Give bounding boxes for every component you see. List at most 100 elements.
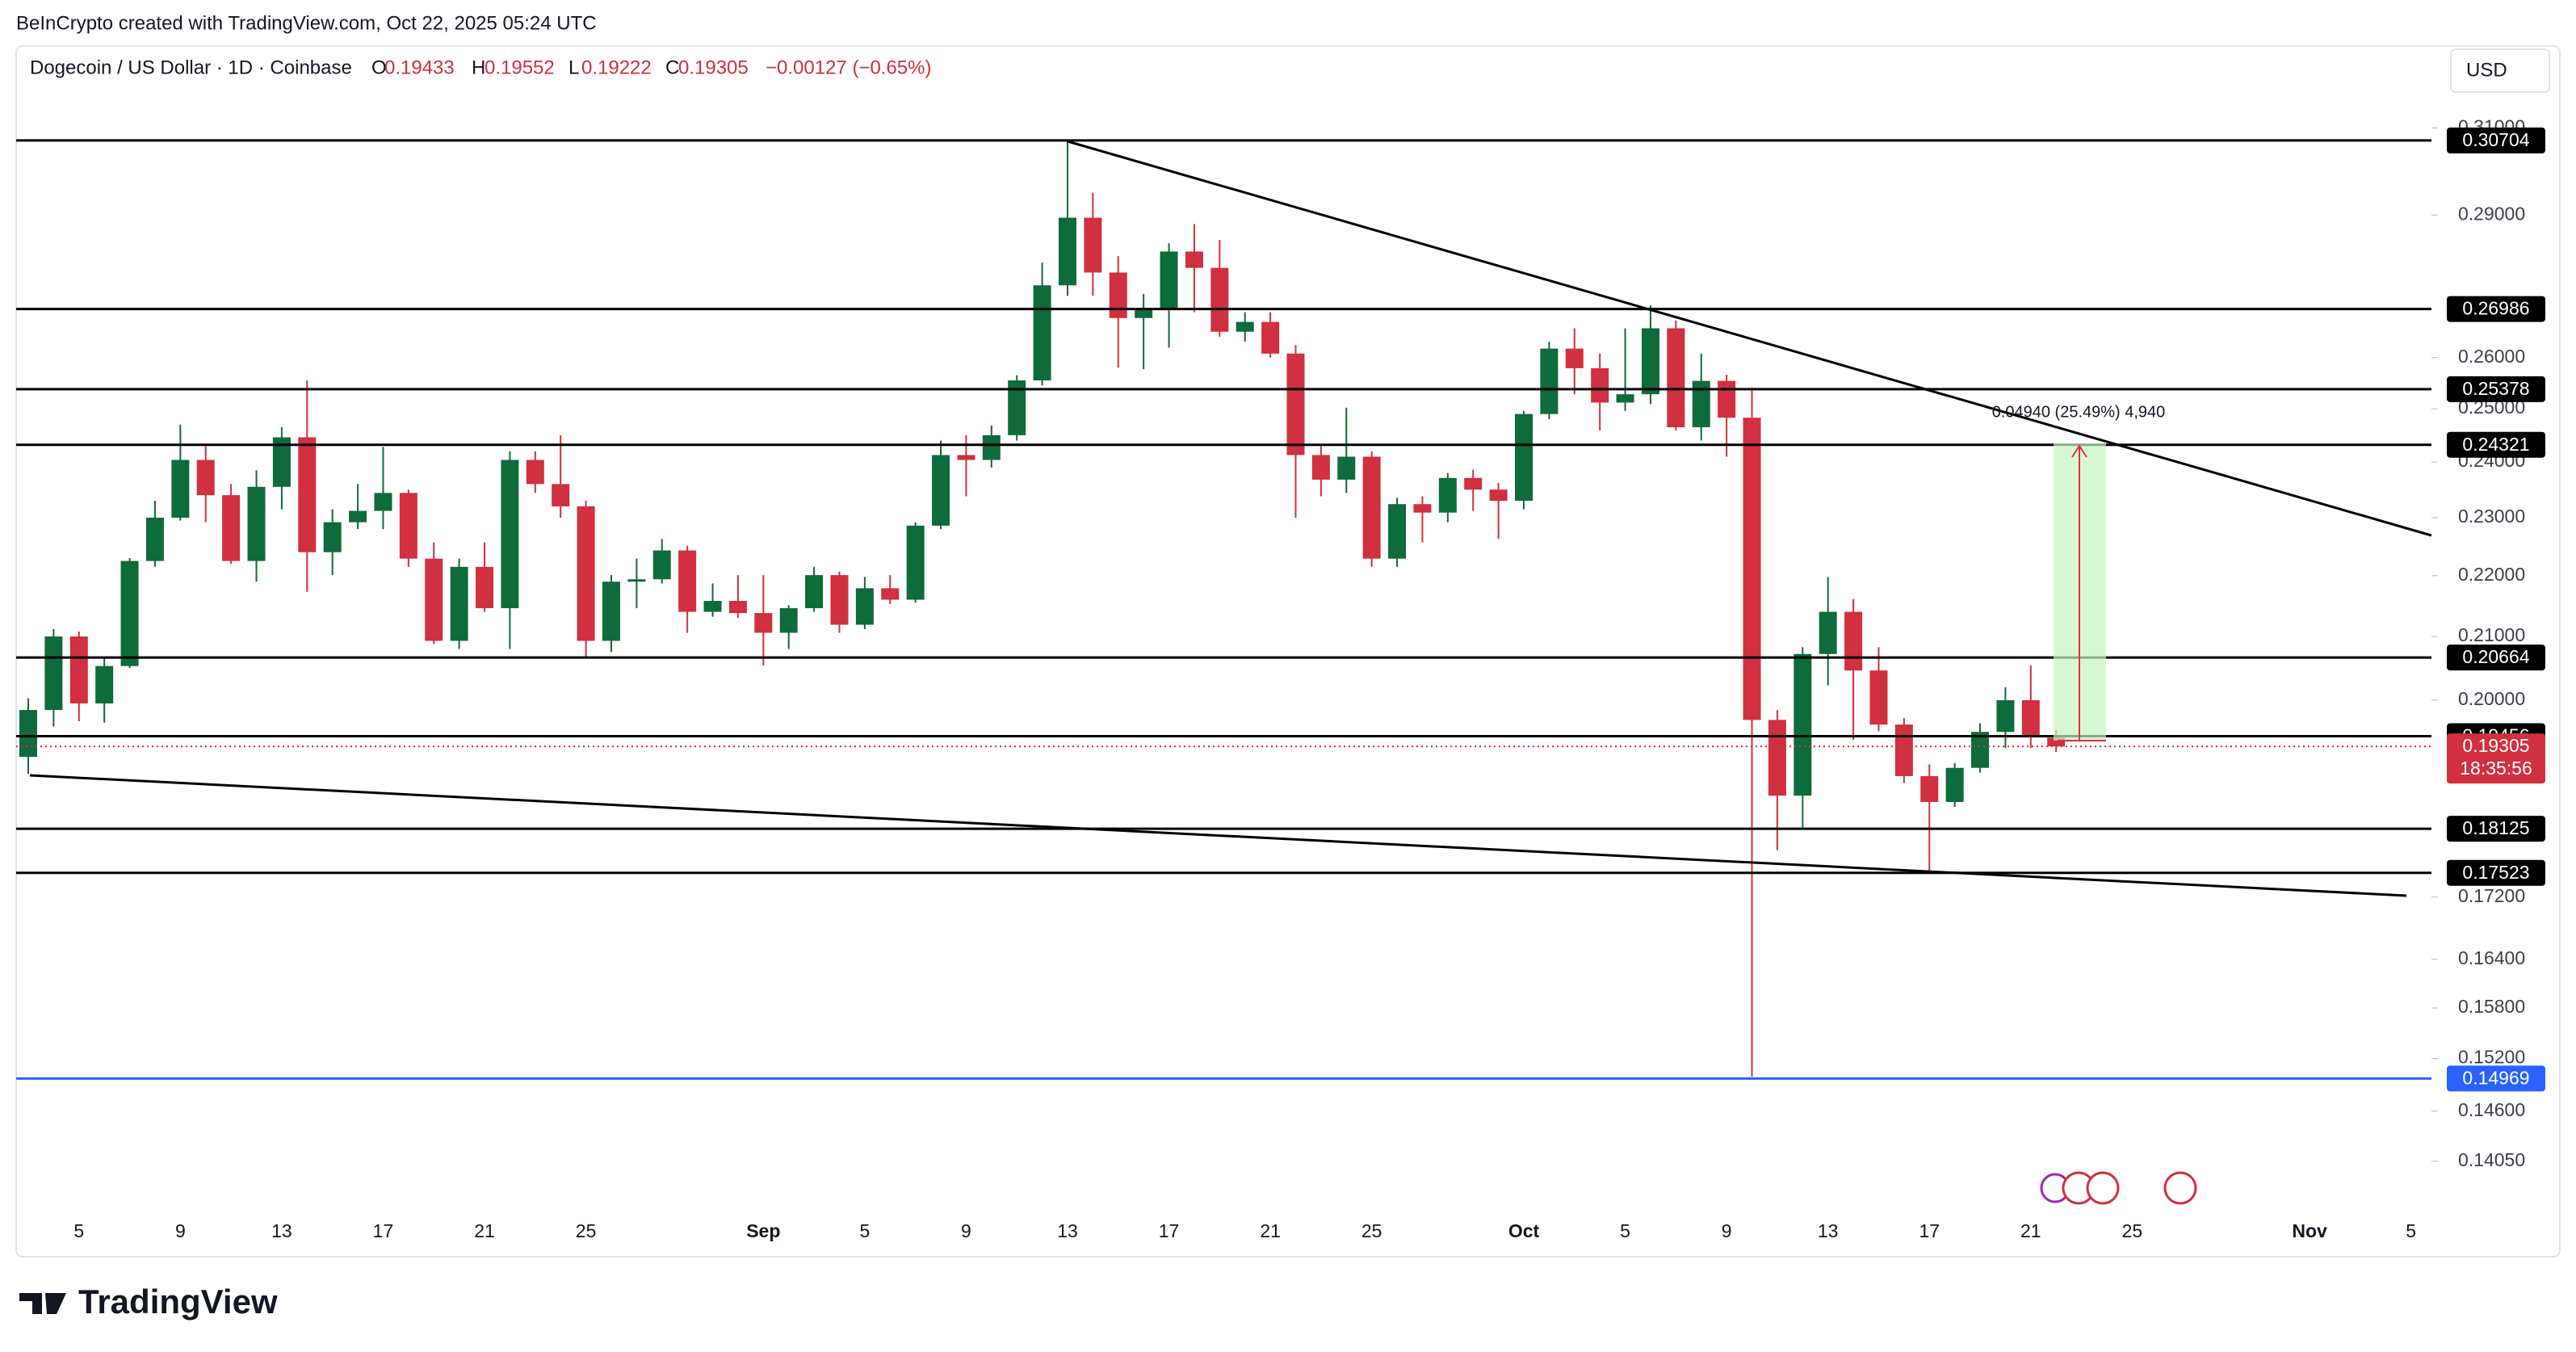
measure-label: 0.04940 (25.49%) 4,940 bbox=[1992, 403, 2166, 421]
candle-body bbox=[1718, 380, 1736, 418]
candle-body bbox=[2021, 699, 2040, 736]
candle-body bbox=[19, 710, 37, 758]
ohlc-label: C bbox=[665, 57, 679, 78]
candle-body bbox=[1236, 321, 1254, 332]
candle-body bbox=[95, 666, 114, 703]
logo-mark bbox=[19, 1293, 66, 1314]
candle-body bbox=[69, 636, 88, 703]
candle-body bbox=[1692, 380, 1710, 427]
candle-body bbox=[1160, 251, 1178, 309]
x-tick-label: Nov bbox=[2292, 1220, 2327, 1241]
candle-body bbox=[1844, 611, 1863, 671]
y-tick-label: 0.15200 bbox=[2458, 1047, 2525, 1068]
x-tick-label: 17 bbox=[1159, 1220, 1180, 1241]
trendline bbox=[29, 774, 2407, 897]
x-tick-label: 25 bbox=[576, 1220, 597, 1241]
candle-body bbox=[1591, 367, 1609, 403]
candle-body bbox=[1768, 720, 1786, 796]
candle-body bbox=[1920, 775, 1939, 802]
event-icon bbox=[2163, 1171, 2197, 1205]
level-label: 0.24321 bbox=[2462, 434, 2529, 455]
event-icons bbox=[2040, 1171, 2197, 1205]
y-tick-label: 0.21000 bbox=[2458, 624, 2525, 645]
x-tick-label: 25 bbox=[2122, 1220, 2143, 1241]
candle-body bbox=[957, 455, 975, 460]
candle-body bbox=[1084, 217, 1102, 273]
candle-body bbox=[399, 493, 417, 559]
candle-body bbox=[1185, 251, 1203, 268]
chart-frame bbox=[15, 45, 2561, 1258]
currency-label[interactable]: USD bbox=[2466, 59, 2507, 81]
countdown: 18:35:56 bbox=[2460, 758, 2532, 779]
candle-body bbox=[1388, 504, 1407, 559]
candle-body bbox=[1869, 670, 1888, 725]
candle-body bbox=[374, 493, 392, 511]
x-tick-label: 21 bbox=[1260, 1220, 1281, 1241]
x-tick-label: 5 bbox=[859, 1220, 870, 1241]
level-label-box bbox=[2447, 816, 2545, 842]
candle-body bbox=[1794, 653, 1812, 796]
currency-button[interactable] bbox=[2450, 48, 2550, 93]
level-label: 0.17523 bbox=[2462, 862, 2529, 883]
candle-body bbox=[1819, 611, 1837, 654]
event-icon bbox=[2086, 1171, 2120, 1205]
x-tick-label: Oct bbox=[1508, 1220, 1540, 1241]
candle-body bbox=[703, 601, 722, 612]
level-label: 0.25378 bbox=[2462, 378, 2529, 399]
ohlc-label: L bbox=[568, 57, 579, 78]
candle-body bbox=[1540, 348, 1559, 414]
candle-body bbox=[1464, 477, 1483, 490]
candle-body bbox=[450, 566, 468, 641]
level-label-box bbox=[2447, 1065, 2545, 1092]
candle-body bbox=[779, 608, 798, 633]
candle-body bbox=[1489, 489, 1508, 502]
ohlc-value: 0.19552 bbox=[485, 57, 555, 78]
candle-body bbox=[805, 575, 824, 609]
x-tick-label: 21 bbox=[474, 1220, 495, 1241]
candle-body bbox=[906, 525, 925, 600]
y-tick-label: 0.26000 bbox=[2458, 346, 2525, 367]
candle-body bbox=[526, 460, 544, 485]
level-label-box bbox=[2447, 859, 2545, 886]
y-tick-label: 0.15800 bbox=[2458, 996, 2525, 1017]
y-tick-label: 0.23000 bbox=[2458, 506, 2525, 527]
level-label: 0.14969 bbox=[2462, 1067, 2529, 1088]
candle-body bbox=[196, 460, 215, 496]
candle-body bbox=[171, 460, 190, 518]
brand-logo bbox=[19, 1293, 66, 1314]
change: −0.00127 (−0.65%) bbox=[766, 57, 932, 78]
candle-body bbox=[501, 460, 519, 609]
candle-body bbox=[577, 506, 595, 641]
candle-body bbox=[349, 510, 367, 523]
x-tick-label: 17 bbox=[373, 1220, 394, 1241]
y-tick-label: 0.14050 bbox=[2458, 1149, 2525, 1170]
x-tick-label: 21 bbox=[2020, 1220, 2041, 1241]
x-tick-label: 13 bbox=[1818, 1220, 1839, 1241]
candle-body bbox=[754, 613, 773, 633]
candle-body bbox=[1667, 328, 1685, 427]
x-tick-label: 9 bbox=[961, 1220, 971, 1241]
x-tick-label: 9 bbox=[1722, 1220, 1732, 1241]
x-tick-label: 13 bbox=[1057, 1220, 1078, 1241]
candle-body bbox=[222, 495, 241, 561]
candle-body bbox=[1894, 724, 1913, 776]
candle-body bbox=[1135, 309, 1153, 318]
candle-body bbox=[1438, 477, 1457, 513]
candle-body bbox=[627, 579, 646, 582]
candle-body bbox=[425, 558, 443, 641]
candle-body bbox=[476, 566, 494, 609]
candle-body bbox=[982, 435, 1001, 460]
candle-body bbox=[1109, 272, 1127, 318]
candle-body bbox=[830, 575, 849, 625]
candle-body bbox=[247, 486, 266, 561]
candle-body bbox=[2047, 737, 2066, 747]
ohlc-value: 0.19305 bbox=[678, 57, 749, 78]
candle-body bbox=[728, 601, 747, 614]
x-tick-label: 5 bbox=[1620, 1220, 1630, 1241]
candle-body bbox=[1515, 414, 1533, 502]
y-tick-label: 0.16400 bbox=[2458, 947, 2525, 968]
candle-body bbox=[1286, 353, 1305, 456]
x-tick-label: 5 bbox=[2406, 1220, 2416, 1241]
ohlc-label: H bbox=[472, 57, 485, 78]
